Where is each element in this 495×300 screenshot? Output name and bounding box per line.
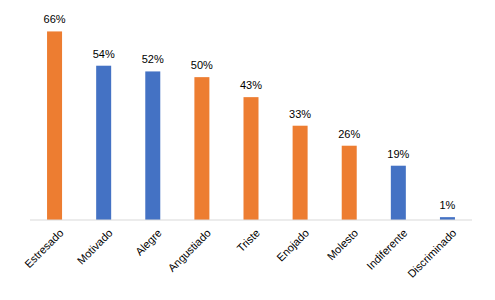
bar	[47, 31, 62, 220]
x-tick-label: Motivado	[75, 227, 115, 267]
bar	[391, 166, 406, 220]
x-tick-label: Estresado	[22, 227, 66, 271]
bar	[194, 77, 209, 220]
x-tick-label: Discriminado	[405, 227, 458, 280]
data-label: 33%	[289, 108, 311, 120]
x-tick-label: Alegre	[133, 227, 164, 258]
data-label: 1%	[439, 199, 455, 211]
chart-svg: 66% Estresado 54% Motivado 52% Alegre 50% Angus…	[0, 0, 495, 300]
bar	[293, 126, 308, 220]
data-label: 66%	[44, 13, 66, 25]
data-label: 50%	[191, 59, 213, 71]
x-tick-label: Molesto	[325, 227, 361, 263]
data-label: 54%	[93, 48, 115, 60]
data-label: 52%	[142, 53, 164, 65]
x-tick-label: Enojado	[274, 227, 311, 264]
labels: 66% Estresado 54% Motivado 52% Alegre 50% Angus…	[22, 13, 458, 280]
bars	[47, 31, 455, 220]
bar	[96, 66, 111, 220]
x-tick-label: Triste	[234, 227, 262, 255]
data-label: 43%	[240, 79, 262, 91]
x-tick-label: Indiferente	[364, 227, 409, 272]
bar	[342, 146, 357, 220]
bar	[244, 97, 259, 220]
x-axis-line	[30, 220, 472, 221]
chart-container: 66% Estresado 54% Motivado 52% Alegre 50% Angus…	[0, 0, 495, 300]
data-label: 19%	[387, 148, 409, 160]
data-label: 26%	[338, 128, 360, 140]
x-tick-label: Angustiado	[166, 227, 213, 274]
bar	[145, 71, 160, 220]
